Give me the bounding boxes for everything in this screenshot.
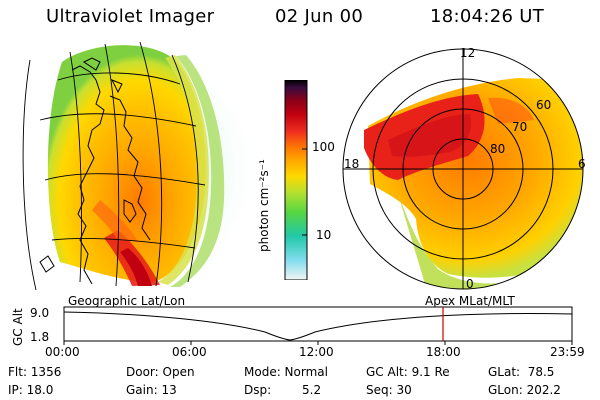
ip-info: IP: 18.0 xyxy=(8,383,54,397)
mlat-label-60: 60 xyxy=(536,98,552,112)
geographic-auroral-image xyxy=(22,41,260,291)
apex-mlat-mlt-label: Apex MLat/MLT xyxy=(425,294,515,308)
time-tick-1200: 12:00 xyxy=(299,345,334,359)
time-tick-0000: 00:00 xyxy=(45,345,80,359)
door-info: Door: Open xyxy=(126,365,195,379)
time-tick-1800: 18:00 xyxy=(426,345,461,359)
mode-info: Mode: Normal xyxy=(244,365,328,379)
mlt-label-0: 0 xyxy=(466,277,474,291)
gc-alt-info: GC Alt: 9.1 Re xyxy=(366,365,450,379)
colorbar-tick-10: 10 xyxy=(316,228,332,242)
flight-info: Flt: 1356 xyxy=(8,365,62,379)
time-label: 18:04:26 UT xyxy=(430,6,545,27)
date-label: 02 Jun 00 xyxy=(275,6,364,27)
glat-info: GLat: 78.5 xyxy=(488,365,555,379)
colorbar-tick-100: 100 xyxy=(312,140,335,154)
intensity-colorbar xyxy=(284,80,308,280)
mlt-label-18: 18 xyxy=(344,157,360,171)
altitude-tick-low: 1.8 xyxy=(30,330,50,344)
dsp-value: 5.2 xyxy=(302,383,322,397)
instrument-title: Ultraviolet Imager xyxy=(46,6,215,27)
mlat-label-70: 70 xyxy=(512,120,528,134)
polar-mlat-mlt-plot xyxy=(342,48,584,290)
mlt-label-12: 12 xyxy=(460,46,476,60)
gain-info: Gain: 13 xyxy=(126,383,177,397)
time-tick-0600: 06:00 xyxy=(172,345,207,359)
altitude-axis-label: GC Alt xyxy=(11,308,25,346)
colorbar-unit-label: photon cm⁻²s⁻¹ xyxy=(257,159,271,252)
dsp-label: Dsp: xyxy=(244,383,272,397)
altitude-tick-high: 9.0 xyxy=(30,306,50,320)
mlat-label-80: 80 xyxy=(490,142,506,156)
mlt-label-6: 6 xyxy=(578,157,586,171)
time-tick-2359: 23:59 xyxy=(550,345,585,359)
orbit-altitude-plot xyxy=(63,306,573,345)
seq-info: Seq: 30 xyxy=(366,383,412,397)
glon-info: GLon: 202.2 xyxy=(488,383,561,397)
geographic-latlon-label: Geographic Lat/Lon xyxy=(68,294,186,308)
